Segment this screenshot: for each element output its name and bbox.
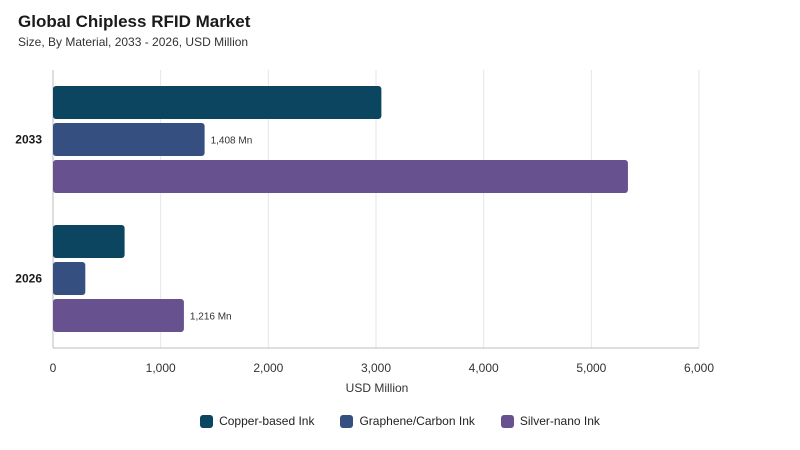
x-tick-label: 5,000 bbox=[576, 361, 606, 375]
x-tick-label: 2,000 bbox=[253, 361, 283, 375]
legend-item: Silver-nano Ink bbox=[500, 414, 600, 428]
bar bbox=[53, 86, 382, 119]
chart-subtitle: Size, By Material, 2033 - 2026, USD Mill… bbox=[18, 35, 249, 49]
bar bbox=[53, 262, 86, 295]
x-tick-label: 1,000 bbox=[146, 361, 176, 375]
bar bbox=[53, 225, 125, 258]
x-tick-label: 0 bbox=[50, 361, 57, 375]
legend-swatch bbox=[500, 414, 514, 428]
bar bbox=[53, 299, 184, 332]
y-category-label: 2026 bbox=[15, 272, 42, 286]
chart-title: Global Chipless RFID Market bbox=[18, 12, 251, 31]
x-axis-title: USD Million bbox=[346, 381, 409, 395]
legend-label: Copper-based Ink bbox=[219, 414, 315, 428]
legend-label: Silver-nano Ink bbox=[519, 414, 600, 428]
legend-swatch bbox=[340, 414, 354, 428]
x-tick-label: 3,000 bbox=[361, 361, 391, 375]
bar bbox=[53, 123, 205, 156]
legend: Copper-based Ink Graphene/Carbon Ink Silve… bbox=[0, 414, 800, 428]
y-category-label: 2033 bbox=[15, 133, 42, 147]
data-label: 1,408 Mn bbox=[211, 136, 253, 147]
legend-label: Graphene/Carbon Ink bbox=[359, 414, 475, 428]
legend-item: Graphene/Carbon Ink bbox=[340, 414, 475, 428]
legend-swatch bbox=[200, 414, 214, 428]
x-tick-label: 6,000 bbox=[684, 361, 714, 375]
legend-item: Copper-based Ink bbox=[200, 414, 314, 428]
bar bbox=[53, 160, 628, 193]
x-tick-label: 4,000 bbox=[469, 361, 499, 375]
data-label: 1,216 Mn bbox=[190, 312, 232, 323]
